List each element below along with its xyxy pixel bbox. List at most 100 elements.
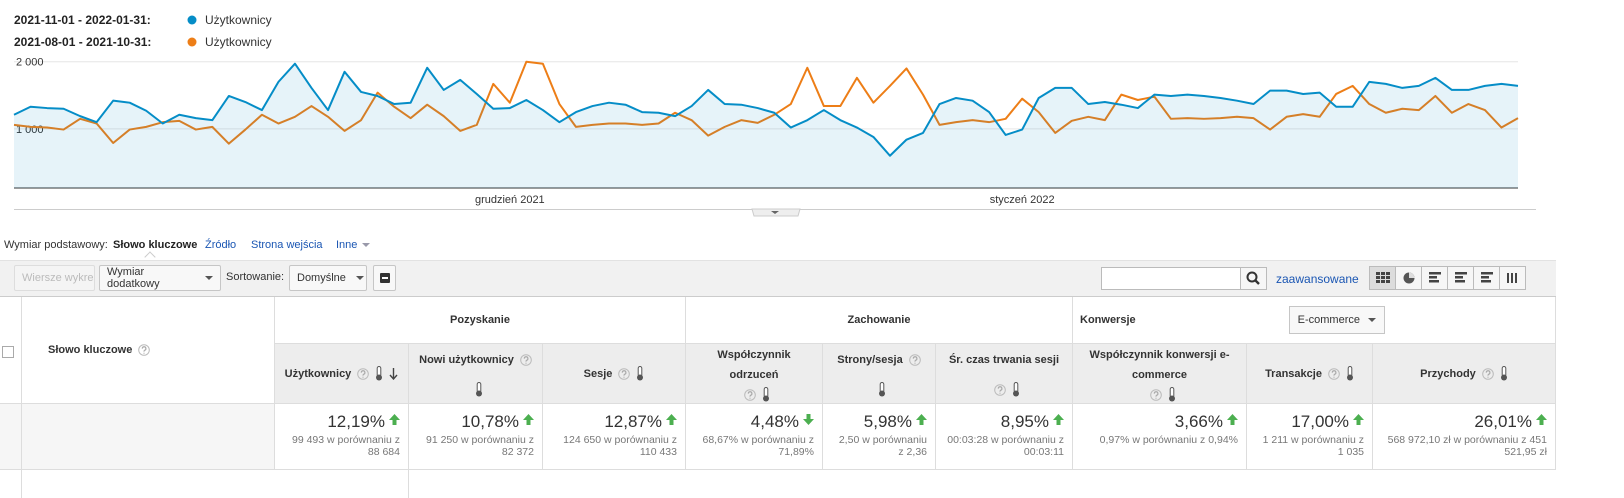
view-icon (1403, 272, 1414, 284)
help-mark (622, 369, 627, 378)
arrow-shape (389, 414, 400, 425)
group-header: Pozyskanie (275, 297, 686, 344)
grid-cell (1385, 276, 1390, 279)
column-label: Sesje (583, 367, 613, 380)
help-icon (908, 354, 921, 366)
thermometer-icon (475, 382, 482, 397)
dimension-option[interactable]: Słowo kluczowe (113, 239, 198, 251)
help-mark (361, 369, 366, 378)
help-mark (747, 390, 753, 399)
bar-line (1454, 272, 1467, 275)
empty-row (409, 470, 1556, 498)
view-button[interactable] (1421, 266, 1448, 290)
legend-label: Użytkownicy (205, 35, 272, 49)
trend-arrow (389, 414, 400, 425)
x-tick-label: styczeń 2022 (990, 194, 1055, 206)
search-button[interactable] (1240, 267, 1267, 290)
help-icon (520, 354, 532, 366)
column-label: Współczynnik konwersji e-commerce (1089, 349, 1230, 381)
help-circle (520, 354, 532, 366)
summary-comparison: 00:03:28 w porównaniu z 00:03:11 (947, 434, 1064, 458)
y-tick-label: 2 000 (16, 57, 44, 69)
arrow-shape (1536, 414, 1547, 425)
summary-cell: 26,01% 568 972,10 zł w porównaniu z 451 5… (1373, 404, 1556, 470)
group-dropdown[interactable]: E-commerce (1288, 306, 1385, 334)
help-mark (1485, 369, 1491, 378)
dimension-option[interactable]: Strona wejścia (251, 239, 323, 251)
summary-cell: 17,00% 1 211 w porównaniu z 1 035 (1247, 404, 1373, 470)
view-button[interactable] (1395, 266, 1422, 290)
search-input[interactable] (1101, 267, 1241, 290)
column-header[interactable]: Współczynnik odrzuceń (686, 344, 823, 404)
help-icon (1149, 388, 1162, 401)
column-header[interactable]: Strony/sesja (823, 344, 936, 404)
sort-arrow-shape (389, 367, 398, 380)
bar-line (1428, 280, 1439, 283)
dimension-option[interactable]: Źródło (205, 239, 237, 251)
column-header[interactable]: Nowi użytkownicy (409, 344, 543, 404)
summary-change: 8,95% (1000, 412, 1049, 431)
trend-arrow (666, 414, 677, 425)
summary-comparison: 568 972,10 zł w porównaniu z 451 521,95 … (1387, 434, 1547, 458)
group-label: Konwersje (1080, 314, 1136, 326)
view-icon (1480, 272, 1493, 283)
summary-change: 26,01% (1474, 412, 1532, 431)
summary-change: 10,78% (461, 412, 519, 431)
chart-rows-button[interactable]: Wiersze wykresu (14, 265, 95, 291)
summary-key-cell (22, 404, 275, 470)
trend-arrow (1353, 414, 1364, 425)
checkbox (2, 346, 14, 358)
summary-change-line: 12,19% (283, 412, 400, 432)
summary-change-line: 12,87% (551, 412, 677, 432)
column-label: Strony/sesja (837, 354, 903, 366)
thermo-bulb (1013, 390, 1019, 397)
arrow-shape (1053, 414, 1064, 425)
dimension-more[interactable]: Inne (336, 239, 371, 251)
summary-checkbox-cell (0, 404, 22, 470)
arrow-shape (1227, 414, 1238, 425)
toggle-bar (381, 277, 388, 279)
view-switcher (1369, 266, 1526, 290)
view-button[interactable] (1473, 266, 1500, 290)
column-header[interactable]: Użytkownicy (275, 344, 409, 404)
secondary-dimension-button[interactable]: Wymiar dodatkowy (99, 265, 221, 291)
column-header[interactable]: Przychody (1373, 344, 1556, 404)
summary-change: 17,00% (1291, 412, 1349, 431)
key-header-label: Słowo kluczowe (48, 344, 133, 356)
help-circle (357, 367, 370, 380)
view-button[interactable] (1369, 266, 1396, 290)
thermo-bulb (879, 390, 885, 397)
legend-label: Użytkownicy (205, 13, 272, 27)
help-mark (142, 346, 147, 354)
group-label: Pozyskanie (450, 314, 510, 326)
dimension-label: Wymiar podstawowy: (4, 239, 108, 251)
data-table: Słowo kluczowe Pozyskanie Użytkownicy 12,19… (0, 296, 1556, 498)
help-mark (1331, 369, 1337, 378)
group-label: Zachowanie (847, 314, 911, 326)
column-header[interactable]: Współczynnik konwersji e-commerce (1073, 344, 1247, 404)
thermometer-icon (763, 387, 769, 402)
help-circle (1482, 367, 1494, 380)
help-mark (912, 356, 918, 364)
summary-change-line: 5,98% (831, 412, 927, 432)
bar-line (1510, 273, 1513, 283)
trend-arrow (1536, 414, 1547, 425)
help-circle (744, 388, 756, 401)
bar-line (1506, 273, 1509, 283)
trend-arrow (1227, 414, 1238, 425)
summary-cell: 3,66% 0,97% w porównaniu z 0,94% (1073, 404, 1247, 470)
sort-button[interactable]: Domyślne (289, 265, 367, 291)
view-button[interactable] (1447, 266, 1474, 290)
toggle-button[interactable] (373, 265, 396, 291)
advanced-link[interactable]: zaawansowane (1276, 272, 1359, 286)
column-header[interactable]: Śr. czas trwania sesji (936, 344, 1073, 404)
view-button[interactable] (1499, 266, 1526, 290)
column-header[interactable]: Transakcje (1247, 344, 1373, 404)
column-header[interactable]: Sesje (543, 344, 686, 404)
help-circle (908, 354, 921, 366)
x-tick-label: grudzień 2021 (475, 194, 545, 206)
summary-change-line: 3,66% (1081, 412, 1238, 432)
grid-cell (1375, 272, 1380, 275)
key-header: Słowo kluczowe (22, 297, 275, 404)
bar-line (1428, 272, 1441, 275)
